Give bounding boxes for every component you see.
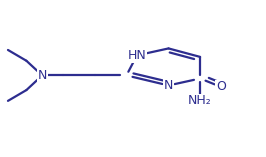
Text: HN: HN	[128, 49, 146, 62]
Text: N: N	[38, 69, 47, 82]
Text: N: N	[164, 79, 173, 92]
Text: O: O	[216, 81, 226, 93]
Text: NH₂: NH₂	[188, 94, 212, 107]
